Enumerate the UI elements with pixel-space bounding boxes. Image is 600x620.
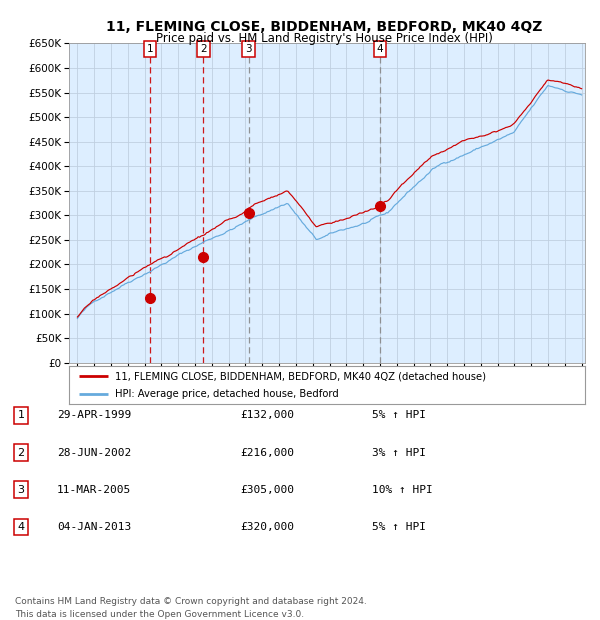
- Text: £216,000: £216,000: [240, 448, 294, 458]
- Text: Price paid vs. HM Land Registry's House Price Index (HPI): Price paid vs. HM Land Registry's House …: [155, 32, 493, 45]
- Text: £320,000: £320,000: [240, 522, 294, 532]
- Text: 28-JUN-2002: 28-JUN-2002: [57, 448, 131, 458]
- Text: 11, FLEMING CLOSE, BIDDENHAM, BEDFORD, MK40 4QZ: 11, FLEMING CLOSE, BIDDENHAM, BEDFORD, M…: [106, 20, 542, 34]
- Text: 5% ↑ HPI: 5% ↑ HPI: [372, 522, 426, 532]
- Text: 11-MAR-2005: 11-MAR-2005: [57, 485, 131, 495]
- Text: 1: 1: [147, 44, 154, 55]
- Text: 2: 2: [200, 44, 207, 55]
- Text: 04-JAN-2013: 04-JAN-2013: [57, 522, 131, 532]
- Text: 10% ↑ HPI: 10% ↑ HPI: [372, 485, 433, 495]
- Text: 4: 4: [377, 44, 383, 55]
- Text: Contains HM Land Registry data © Crown copyright and database right 2024.
This d: Contains HM Land Registry data © Crown c…: [15, 596, 367, 619]
- Text: HPI: Average price, detached house, Bedford: HPI: Average price, detached house, Bedf…: [115, 389, 339, 399]
- Text: 3: 3: [17, 485, 25, 495]
- Text: £132,000: £132,000: [240, 410, 294, 420]
- Text: 29-APR-1999: 29-APR-1999: [57, 410, 131, 420]
- Text: 11, FLEMING CLOSE, BIDDENHAM, BEDFORD, MK40 4QZ (detached house): 11, FLEMING CLOSE, BIDDENHAM, BEDFORD, M…: [115, 371, 487, 381]
- Text: £305,000: £305,000: [240, 485, 294, 495]
- Text: 4: 4: [17, 522, 25, 532]
- Text: 3% ↑ HPI: 3% ↑ HPI: [372, 448, 426, 458]
- Text: 5% ↑ HPI: 5% ↑ HPI: [372, 410, 426, 420]
- Text: 2: 2: [17, 448, 25, 458]
- Text: 1: 1: [17, 410, 25, 420]
- Text: 3: 3: [245, 44, 252, 55]
